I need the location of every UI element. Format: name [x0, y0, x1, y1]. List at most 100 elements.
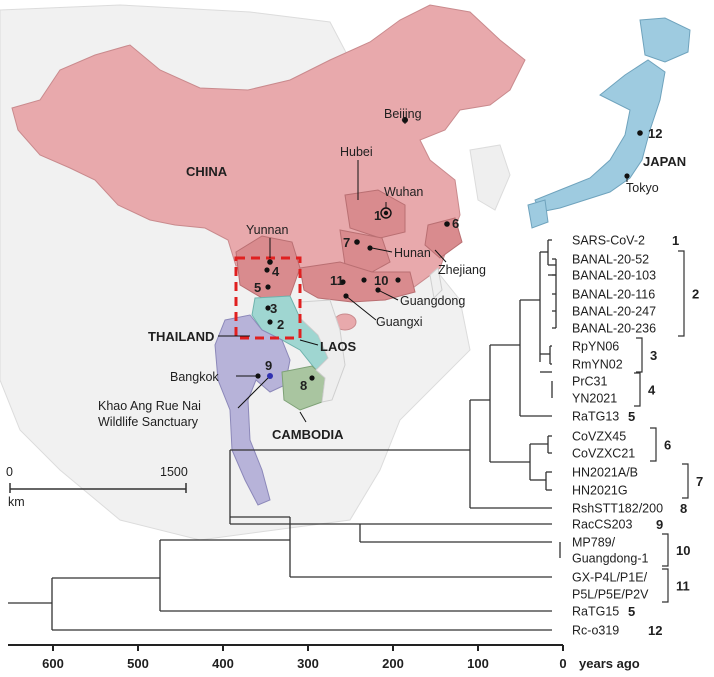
label-cambodia: CAMBODIA: [272, 427, 344, 442]
tree-leaf-label: BANAL-20-116: [572, 288, 655, 302]
region-guangxi-guangdong: [299, 261, 416, 303]
site-label-9: 9: [265, 358, 272, 373]
scale-bar-unit: km: [8, 495, 25, 509]
site-7-dot: [354, 239, 360, 245]
group-label: 7: [696, 474, 703, 489]
site-8-dot: [309, 375, 315, 381]
tree-leaf-label: RaTG15: [572, 605, 619, 619]
taiwan-island: [429, 267, 443, 300]
site-11-dot: [340, 279, 346, 285]
site-label-4: 4: [272, 264, 280, 279]
group-bracket: [662, 533, 669, 567]
site-label-11: 11: [330, 273, 344, 288]
tree-leaf-label: P5L/P5E/P2V: [572, 588, 649, 602]
site-label-12: 12: [648, 126, 662, 141]
site-label-6: 6: [452, 216, 459, 231]
yunnan-dot: [267, 259, 273, 265]
axis-tick-label: 400: [212, 656, 234, 671]
tree-leaf-label: BANAL-20-236: [572, 322, 656, 336]
site-5-dot: [265, 284, 271, 290]
tree-leaf-label: CoVZXC21: [572, 447, 635, 461]
group-label: 9: [656, 517, 663, 532]
site-label-3: 3: [270, 301, 277, 316]
label-tokyo: Tokyo: [626, 181, 659, 195]
label-wuhan: Wuhan: [384, 185, 423, 199]
group-bracket: [636, 337, 643, 373]
tree-leaf-label: BANAL-20-247: [572, 305, 656, 319]
group-bracket: [678, 250, 685, 337]
scale-bar-end: 1500: [160, 465, 188, 479]
tree-leaf-label: RaTG13: [572, 410, 619, 424]
group-label: 12: [648, 623, 662, 638]
group-bracket: [662, 568, 669, 603]
group-label: 10: [676, 543, 690, 558]
region-hubei: [344, 189, 406, 239]
leader-sanctuary: [237, 377, 269, 409]
tree-leaf-label: Guangdong-1: [572, 552, 649, 566]
region-hunan: [339, 229, 391, 273]
group-label: 8: [680, 501, 687, 516]
label-bangkok: Bangkok: [170, 370, 219, 384]
wuhan-dot-center: [383, 210, 389, 216]
thailand-shape: [214, 314, 291, 506]
group-label: 5: [628, 604, 635, 619]
axis-tick-label: 300: [297, 656, 319, 671]
label-yunnan: Yunnan: [246, 223, 288, 237]
tree-leaf-label: RmYN02: [572, 358, 623, 372]
group-label: 5: [628, 409, 635, 424]
axis-tick-label: 0: [559, 656, 566, 671]
site-label-5: 5: [254, 280, 261, 295]
group-label: 3: [650, 348, 657, 363]
label-sanctuary-line1: Khao Ang Rue Nai: [98, 399, 201, 413]
leader-guangxi: [345, 295, 377, 321]
label-laos: LAOS: [320, 339, 356, 354]
site-9-dot: [267, 373, 273, 379]
label-guangxi: Guangxi: [376, 315, 423, 329]
tree-leaf-label: HN2021G: [572, 484, 628, 498]
site-label-10: 10: [374, 273, 388, 288]
tree-leaf-label: Rc-o319: [572, 624, 619, 638]
region-yunnan: [235, 235, 301, 299]
group-label: 1: [672, 233, 679, 248]
tree-leaf-label: SARS-CoV-2: [572, 234, 645, 248]
site-3-dot: [265, 305, 271, 311]
site-label-2: 2: [277, 317, 284, 332]
site-label-1: 1: [374, 208, 381, 223]
label-hunan: Hunan: [394, 246, 431, 260]
group-label: 11: [676, 579, 690, 594]
label-japan: JAPAN: [643, 154, 686, 169]
leader-zhejiang: [434, 249, 447, 263]
site-4-dot: [264, 267, 270, 273]
tree-leaf-label: RshSTT182/200: [572, 502, 663, 516]
group-label: 6: [664, 438, 671, 453]
region-zhejiang: [424, 217, 463, 259]
label-hubei: Hubei: [340, 145, 373, 159]
vietnam-land: [299, 299, 346, 403]
scale-bar: 0 1500 km: [6, 465, 188, 509]
label-guangdong: Guangdong: [400, 294, 465, 308]
group-label: 2: [692, 287, 699, 302]
leader-cambodia: [299, 411, 307, 423]
time-axis-ticks: 600 500 400 300 200 100 0: [42, 645, 567, 671]
label-thailand: THAILAND: [148, 329, 214, 344]
tree-leaf-label: YN2021: [572, 392, 617, 406]
bangkok-dot: [255, 373, 261, 379]
tree-leaf-label: RpYN06: [572, 340, 619, 354]
hokkaido-shape: [639, 17, 691, 63]
site-10-dot-b: [395, 277, 401, 283]
group-bracket: [650, 427, 657, 462]
time-axis-title: years ago: [579, 656, 640, 671]
leader-laos: [299, 339, 319, 346]
site-label-8: 8: [300, 378, 307, 393]
japan-shape: [534, 59, 666, 213]
site-label-7: 7: [343, 235, 350, 250]
label-sanctuary-line2: Wildlife Sanctuary: [98, 415, 199, 429]
label-china: CHINA: [186, 164, 228, 179]
tree-leaf-labels: SARS-CoV-2 BANAL-20-52 BANAL-20-103 BANAL-2…: [572, 234, 663, 638]
phylogenetic-tree: [8, 239, 561, 631]
label-zhejiang: Zhejiang: [438, 263, 486, 277]
scale-bar-start: 0: [6, 465, 13, 479]
